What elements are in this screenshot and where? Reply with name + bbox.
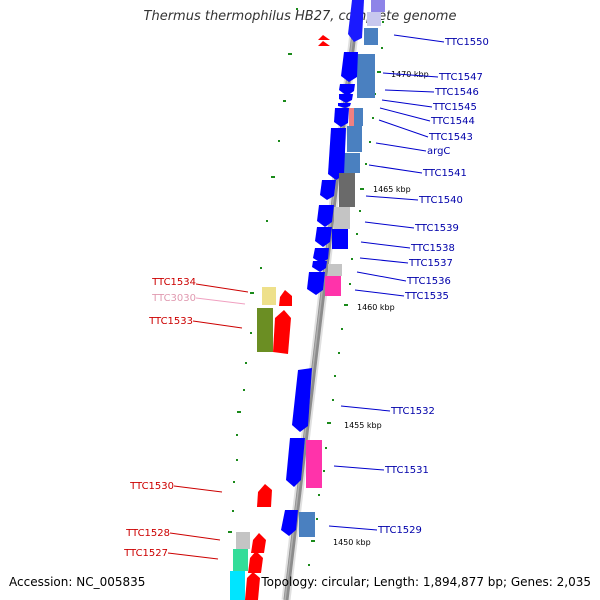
gene-label-ttc1546[interactable]: TTC1546 [434, 87, 479, 98]
gene-label-ttc1528[interactable]: TTC1528 [125, 528, 170, 539]
tick-marks-left [228, 8, 298, 533]
gene-label-ttc1530[interactable]: TTC1530 [129, 481, 174, 492]
gene-arrow-ttc1528[interactable] [251, 533, 266, 553]
gene-label-ttc1527[interactable]: TTC1527 [123, 548, 168, 559]
gene-block-ttc1535[interactable] [325, 276, 341, 296]
gene-block-ttc1527[interactable] [233, 549, 248, 571]
gene-arrow-ttc1532[interactable] [292, 368, 312, 432]
accession-text: Accession: NC_005835 [9, 575, 146, 589]
gene-arrow-ttc1538[interactable] [315, 227, 332, 247]
gene-arrow-ttc1535[interactable] [307, 272, 325, 295]
gene-label-ttc1547[interactable]: TTC1547 [438, 72, 483, 83]
gene-label-ttc1532[interactable]: TTC1532 [390, 406, 435, 417]
gene-arrow-ttc1544[interactable] [338, 103, 351, 108]
gene-label-ttc1550[interactable]: TTC1550 [444, 37, 489, 48]
gene-block-ttc1529[interactable] [299, 512, 315, 537]
gene-arrow-ttc1529a[interactable] [281, 510, 298, 536]
gene-arrow-ttc1539[interactable] [317, 205, 334, 227]
gene-block-ttc1531[interactable] [306, 440, 322, 488]
reverse-strand-genes [230, 35, 330, 600]
gene-block-ttc1534[interactable] [262, 287, 276, 305]
gene-labels-right: TTC1550 TTC1547 TTC1546 TTC1545 TTC1544 … [377, 37, 489, 536]
gene-block-top-lavender[interactable] [371, 0, 385, 12]
gene-arrow-ttc1537b[interactable] [312, 261, 327, 272]
gene-block-ttc1528[interactable] [236, 532, 250, 549]
gene-arrow-small-top[interactable] [318, 35, 330, 40]
gene-label-ttc1537[interactable]: TTC1537 [408, 258, 453, 269]
gene-block-ttc1544-blue[interactable] [354, 108, 363, 126]
gene-label-ttc1539[interactable]: TTC1539 [414, 223, 459, 234]
gene-arrow-ttc1547[interactable] [341, 52, 358, 82]
gene-arrow-ttc1543[interactable] [334, 108, 349, 127]
gene-label-ttc1540[interactable]: TTC1540 [418, 195, 463, 206]
gene-arrow-small-top-2[interactable] [318, 41, 330, 46]
leader-lines-right [328, 34, 445, 531]
gene-block-ttc1540[interactable] [339, 173, 355, 207]
gene-block-ttc1541[interactable] [344, 153, 360, 173]
gene-arrow-ttc1527[interactable] [248, 551, 263, 573]
gene-arrow-ttc1534[interactable] [279, 290, 292, 306]
gene-label-ttc1541[interactable]: TTC1541 [422, 168, 467, 179]
gene-label-ttc1535[interactable]: TTC1535 [404, 291, 449, 302]
gene-label-ttc3030[interactable]: TTC3030 [151, 293, 196, 304]
gene-label-ttc1529[interactable]: TTC1529 [377, 525, 422, 536]
gene-label-ttc1545[interactable]: TTC1545 [432, 102, 477, 113]
gene-arrow-ttc1527-b[interactable] [245, 572, 260, 600]
kbp-label-1460: 1460 kbp [357, 303, 395, 312]
gene-arrow-ttc1540[interactable] [320, 180, 336, 200]
gene-block-top-light[interactable] [367, 12, 381, 26]
gene-label-ttc1544[interactable]: TTC1544 [430, 116, 475, 127]
forward-strand-genes [281, 0, 385, 537]
kbp-label-1455: 1455 kbp [344, 421, 382, 430]
gene-block-ttc1539[interactable] [334, 207, 350, 229]
gene-label-ttc1538[interactable]: TTC1538 [410, 243, 455, 254]
gene-label-argc[interactable]: argC [427, 146, 450, 157]
gene-arrow-ttc1533[interactable] [273, 310, 291, 354]
gene-label-ttc1536[interactable]: TTC1536 [406, 276, 451, 287]
gene-label-ttc1534[interactable]: TTC1534 [151, 277, 196, 288]
gene-label-ttc1533[interactable]: TTC1533 [148, 316, 193, 327]
gene-block-ttc1550[interactable] [364, 28, 378, 45]
gene-label-ttc1531[interactable]: TTC1531 [384, 465, 429, 476]
gene-block-ttc1547[interactable] [357, 54, 375, 98]
kbp-label-1450: 1450 kbp [333, 538, 371, 547]
gene-block-ttc1536[interactable] [328, 264, 342, 276]
leader-lines-left [167, 283, 249, 560]
gene-arrow-ttc1531[interactable] [286, 438, 305, 487]
topology-text: Topology: circular; Length: 1,894,877 bp… [261, 575, 591, 589]
gene-arrow-ttc1537[interactable] [313, 248, 329, 263]
gene-block-ttc1544-pink[interactable] [349, 108, 356, 126]
gene-block-argc[interactable] [347, 126, 362, 152]
gene-arrow-top[interactable] [348, 0, 364, 42]
tick-marks-right [308, 21, 384, 566]
gene-block-ttc1527-cyan[interactable] [230, 571, 245, 600]
kbp-label-1465: 1465 kbp [373, 185, 411, 194]
gene-arrow-ttc1530[interactable] [257, 484, 272, 507]
gene-arrow-ttc1545[interactable] [339, 94, 353, 103]
gene-label-ttc1543[interactable]: TTC1543 [428, 132, 473, 143]
gene-labels-left: TTC1534 TTC3030 TTC1533 TTC1530 TTC1528 … [123, 277, 196, 559]
gene-block-ttc1533[interactable] [257, 308, 273, 352]
gene-arrow-ttc1546[interactable] [339, 84, 355, 96]
gene-block-ttc1538[interactable] [332, 229, 348, 249]
gene-arrow-argc[interactable] [328, 128, 346, 180]
